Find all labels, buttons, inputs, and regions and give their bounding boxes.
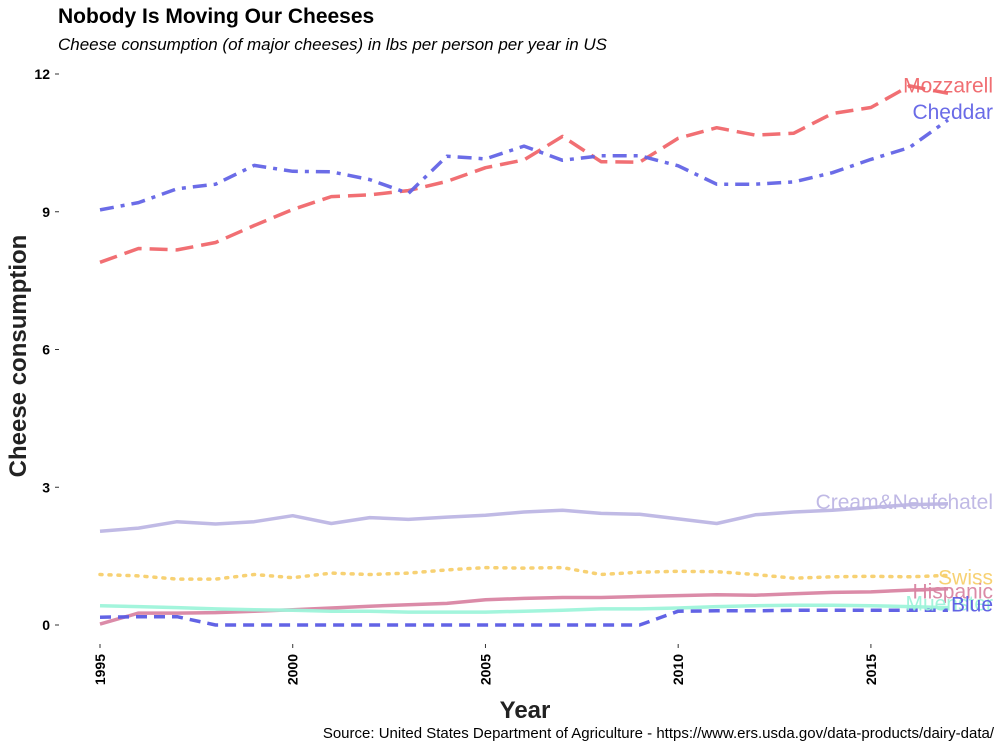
y-axis-title: Cheese consumption (5, 235, 32, 478)
series-lines (98, 84, 950, 627)
series-label-mozzarell: Mozzarell (903, 74, 993, 97)
series-label-cheddar: Cheddar (912, 101, 993, 124)
x-tick-label: 2005 (477, 654, 493, 685)
x-tick-label: 1995 (92, 654, 108, 685)
y-tick-label: 6 (42, 342, 50, 358)
y-axis: 0 3 6 9 12 (34, 66, 59, 633)
y-tick-label: 3 (42, 479, 50, 495)
x-axis: 1995 2000 2005 2010 2015 (92, 644, 879, 685)
series-line-cream-neufchatel (99, 502, 949, 534)
series-label-hispanic: Hispanic (912, 581, 993, 604)
series-line-mozzarell (99, 84, 949, 264)
series-label-muenster: Muenster (905, 593, 993, 616)
series-label-cream-neufchatel: Cream&Neufchatel (816, 491, 993, 514)
y-tick-label: 0 (42, 617, 50, 633)
series-line-swiss (98, 565, 950, 581)
series-line-muenster (99, 603, 949, 614)
x-tick-label: 2010 (670, 654, 686, 685)
series-label-blue: Blue (951, 593, 993, 616)
series-line-hispanic (99, 586, 949, 626)
series-line-blue (99, 608, 948, 627)
x-axis-title: Year (500, 697, 551, 724)
chart-title: Nobody Is Moving Our Cheeses (58, 5, 375, 28)
chart-subtitle: Cheese consumption (of major cheeses) in… (58, 35, 607, 54)
series-label-swiss: Swiss (938, 566, 993, 589)
x-tick-label: 2000 (285, 654, 301, 685)
y-tick-label: 9 (42, 204, 50, 220)
series-labels: Mozzarell Cheddar Cream&Neufchatel SwissHis… (816, 74, 993, 616)
series-line-cheddar (99, 118, 950, 212)
x-tick-label: 2015 (863, 654, 879, 685)
source-caption: Source: United States Department of Agri… (322, 725, 994, 742)
y-tick-label: 12 (34, 66, 50, 82)
